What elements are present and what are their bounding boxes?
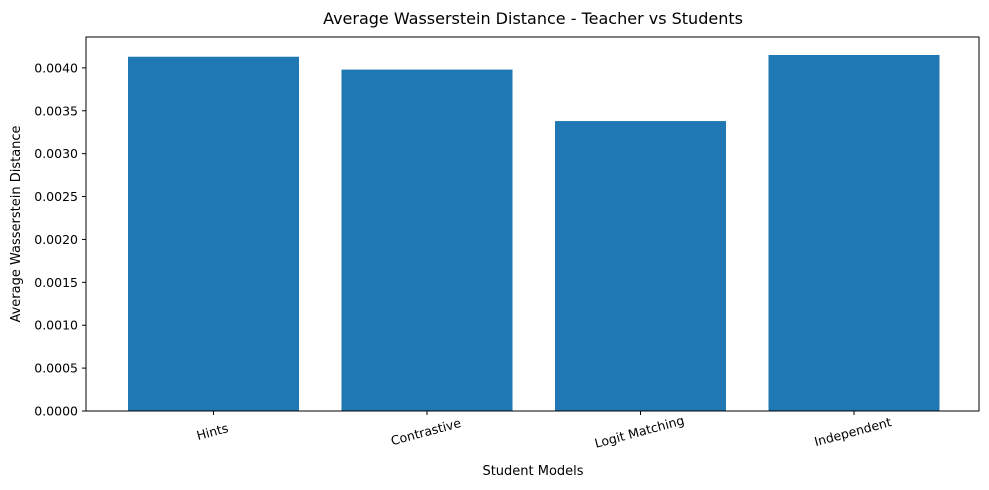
bar-hints bbox=[128, 56, 299, 411]
y-tick-label: 0.0030 bbox=[34, 146, 78, 161]
x-tick-label: Contrastive bbox=[389, 415, 463, 448]
y-axis: 0.0000 0.0005 0.0010 0.0015 0.0020 0.0025 0.00… bbox=[34, 60, 86, 419]
bar-independent bbox=[768, 55, 940, 411]
x-tick-label: Logit Matching bbox=[593, 412, 686, 450]
x-tick-label: Independent bbox=[813, 414, 894, 449]
y-tick-label: 0.0010 bbox=[34, 318, 78, 333]
bars-group bbox=[128, 55, 940, 412]
y-tick-label: 0.0000 bbox=[34, 404, 78, 419]
bar-logit-matching bbox=[555, 121, 726, 412]
y-tick-label: 0.0025 bbox=[34, 189, 78, 204]
bar-contrastive bbox=[341, 69, 513, 412]
y-tick-label: 0.0005 bbox=[34, 361, 78, 376]
chart-title: Average Wasserstein Distance - Teacher v… bbox=[323, 9, 743, 28]
x-axis: Hints Contrastive Logit Matching Independen… bbox=[195, 411, 893, 451]
y-tick-label: 0.0020 bbox=[34, 232, 78, 247]
y-tick-label: 0.0015 bbox=[34, 275, 78, 290]
x-tick-label: Hints bbox=[195, 420, 230, 443]
y-tick-label: 0.0035 bbox=[34, 103, 78, 118]
y-tick-label: 0.0040 bbox=[34, 60, 78, 75]
y-axis-label: Average Wasserstein Distance bbox=[9, 125, 24, 322]
plot-frame bbox=[85, 36, 980, 412]
x-axis-label: Student Models bbox=[482, 464, 583, 479]
